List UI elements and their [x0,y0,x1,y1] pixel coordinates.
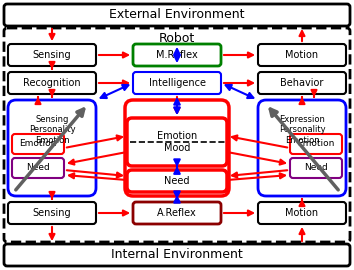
Text: Sensing: Sensing [33,208,71,218]
Text: Robot: Robot [159,32,195,45]
Text: Need: Need [164,176,190,186]
FancyBboxPatch shape [127,170,227,192]
Text: Emotion: Emotion [19,140,57,148]
FancyBboxPatch shape [12,158,64,178]
Text: Recognition: Recognition [23,78,81,88]
FancyBboxPatch shape [4,28,350,242]
FancyBboxPatch shape [4,4,350,26]
Text: Sensing: Sensing [33,50,71,60]
FancyBboxPatch shape [127,118,227,166]
FancyBboxPatch shape [290,158,342,178]
FancyBboxPatch shape [258,100,346,196]
FancyBboxPatch shape [258,202,346,224]
Text: Expression
Personality
Emotion: Expression Personality Emotion [279,115,325,145]
FancyBboxPatch shape [133,44,221,66]
Text: Need: Need [304,164,328,173]
FancyBboxPatch shape [4,244,350,266]
FancyBboxPatch shape [8,44,96,66]
FancyBboxPatch shape [258,72,346,94]
FancyBboxPatch shape [8,202,96,224]
Text: Motion: Motion [285,208,319,218]
FancyBboxPatch shape [133,202,221,224]
FancyBboxPatch shape [8,72,96,94]
Text: Sensing
Personality
Emotion: Sensing Personality Emotion [29,115,75,145]
Text: A.Reflex: A.Reflex [157,208,197,218]
Text: Emotion: Emotion [297,140,335,148]
Text: M.Reflex: M.Reflex [156,50,198,60]
Text: Intelligence: Intelligence [148,78,206,88]
Text: Motion: Motion [285,50,319,60]
FancyBboxPatch shape [125,100,229,196]
Text: External Environment: External Environment [109,8,245,22]
FancyBboxPatch shape [290,134,342,154]
Text: Behavior: Behavior [280,78,324,88]
FancyBboxPatch shape [8,100,96,196]
Text: Emotion
Mood: Emotion Mood [157,131,197,153]
FancyBboxPatch shape [12,134,64,154]
Text: Internal Environment: Internal Environment [111,248,243,262]
Text: Need: Need [26,164,50,173]
FancyBboxPatch shape [258,44,346,66]
FancyBboxPatch shape [133,72,221,94]
